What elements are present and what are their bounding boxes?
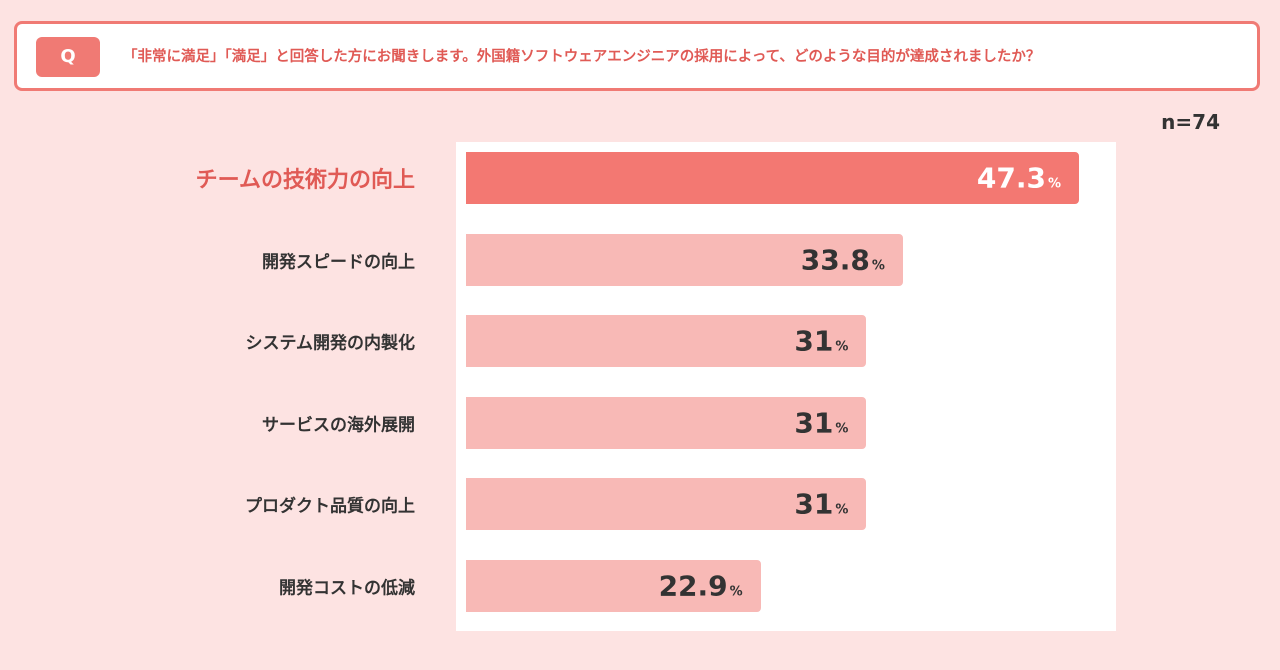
gridline bbox=[853, 142, 857, 623]
data-label: 47.3% bbox=[977, 162, 1061, 195]
bar: 33.8% bbox=[464, 231, 905, 288]
gridline bbox=[1049, 142, 1053, 623]
data-label-unit: % bbox=[835, 502, 849, 518]
bar: 31% bbox=[464, 476, 869, 533]
bar: 31% bbox=[464, 313, 869, 370]
data-label: 31% bbox=[794, 488, 848, 521]
bar: 22.9% bbox=[464, 558, 763, 614]
question-box: Q 「非常に満足」「満足」と回答した方にお聞きします。外国籍ソフトウェアエンジニ… bbox=[14, 21, 1260, 91]
data-label-value: 31 bbox=[794, 324, 834, 358]
sample-size: n=74 bbox=[1161, 110, 1220, 134]
question-badge: Q bbox=[36, 37, 100, 77]
category-label: プロダクト品質の向上 bbox=[245, 496, 415, 517]
data-label-value: 33.8 bbox=[800, 243, 870, 277]
data-label-value: 31 bbox=[794, 406, 834, 440]
data-label-unit: % bbox=[871, 258, 885, 274]
category-label: チームの技術力の向上 bbox=[195, 168, 415, 193]
y-axis-line bbox=[456, 142, 464, 631]
data-label-value: 22.9 bbox=[658, 569, 728, 603]
bar: 31% bbox=[464, 394, 869, 451]
data-label-unit: % bbox=[835, 339, 849, 355]
category-label: 開発スピードの向上 bbox=[262, 252, 415, 273]
data-label-unit: % bbox=[729, 584, 743, 600]
bar: 47.3% bbox=[464, 150, 1081, 206]
data-label: 31% bbox=[794, 406, 848, 439]
category-label: サービスの海外展開 bbox=[262, 415, 415, 436]
plot-area bbox=[456, 142, 1116, 631]
data-label-value: 31 bbox=[794, 487, 834, 521]
data-label: 22.9% bbox=[659, 570, 743, 603]
data-label-unit: % bbox=[1047, 176, 1061, 192]
question-text: 「非常に満足」「満足」と回答した方にお聞きします。外国籍ソフトウェアエンジニアの… bbox=[123, 49, 1041, 65]
category-label: 開発コストの低減 bbox=[279, 578, 415, 599]
data-label-value: 47.3 bbox=[976, 161, 1046, 195]
data-label: 31% bbox=[794, 325, 848, 358]
category-label: システム開発の内製化 bbox=[245, 333, 416, 354]
gridline bbox=[658, 142, 662, 623]
data-label-unit: % bbox=[835, 421, 849, 437]
data-label: 33.8% bbox=[801, 243, 885, 276]
